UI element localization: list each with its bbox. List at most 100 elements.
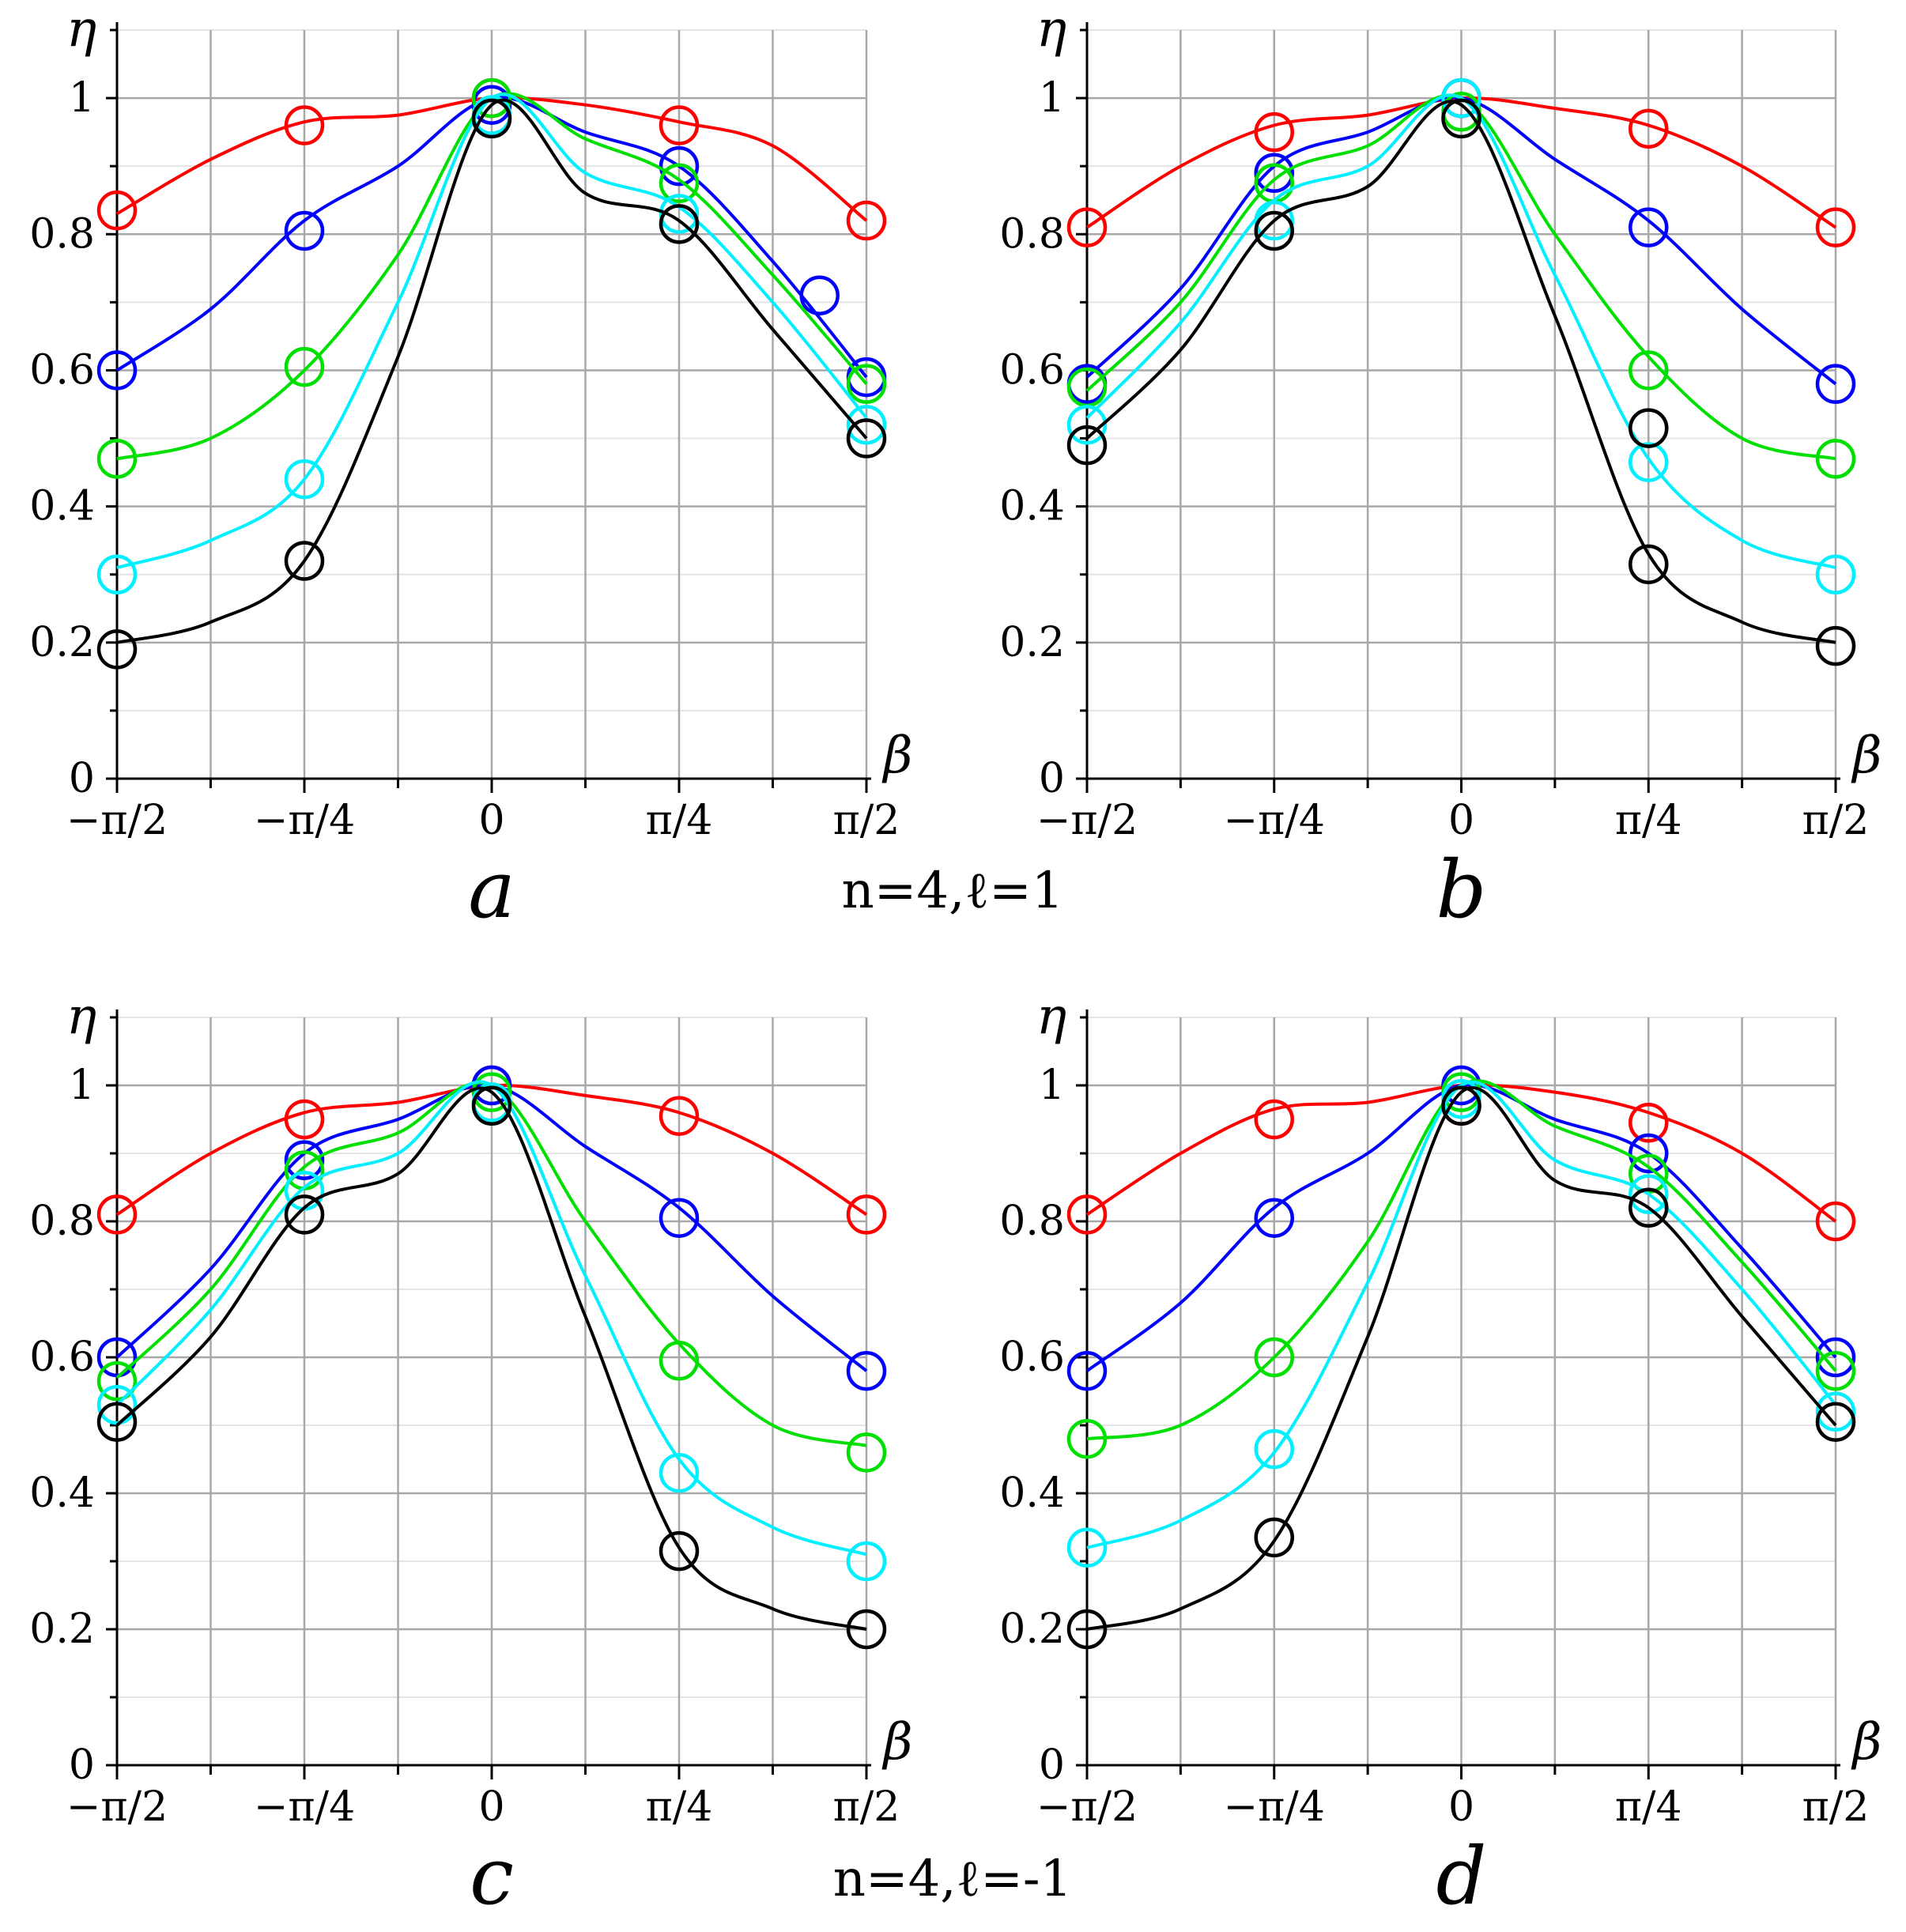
panel-letter: a bbox=[468, 843, 515, 936]
data-point-red bbox=[96, 190, 138, 231]
data-point-blue bbox=[659, 1198, 700, 1238]
data-point-cyan bbox=[1254, 200, 1294, 241]
y-tick-label: 0.6 bbox=[999, 346, 1065, 394]
x-tick-label: 0 bbox=[1448, 797, 1474, 844]
data-point-green bbox=[1629, 1153, 1669, 1194]
y-axis-label: η bbox=[1036, 0, 1066, 58]
data-point-black bbox=[1815, 625, 1856, 666]
data-point-red bbox=[1815, 1201, 1856, 1242]
data-point-red bbox=[96, 1194, 138, 1235]
data-point-red bbox=[1815, 207, 1856, 247]
data-point-green bbox=[846, 364, 887, 404]
x-tick-label: 0 bbox=[478, 1783, 504, 1831]
data-point-black bbox=[1254, 1517, 1294, 1558]
data-point-green bbox=[1254, 1337, 1294, 1378]
panel-d: 0 0.2 0.4 0.6 0.8 1 −π/2 −π/4 0 π/4 π/2 η β d bbox=[999, 987, 1881, 1923]
data-point-black bbox=[96, 629, 138, 670]
data-point-green bbox=[659, 163, 700, 203]
data-point-red bbox=[1629, 1103, 1669, 1143]
y-tick-label: 0.4 bbox=[29, 1470, 95, 1517]
data-point-red bbox=[1254, 1099, 1294, 1140]
y-tick-label: 0.8 bbox=[999, 210, 1065, 258]
data-point-cyan bbox=[96, 554, 138, 594]
x-tick-label: 0 bbox=[478, 797, 504, 844]
data-point-green bbox=[1815, 1350, 1856, 1391]
data-point-blue bbox=[1629, 1133, 1669, 1174]
data-point-blue bbox=[96, 1337, 138, 1378]
data-point-black bbox=[284, 1194, 325, 1235]
data-point-cyan bbox=[659, 1452, 700, 1493]
data-point-blue bbox=[1254, 1198, 1294, 1238]
data-point-black bbox=[1629, 544, 1669, 585]
x-tick-label: −π/4 bbox=[1224, 797, 1325, 844]
data-point-green bbox=[471, 1072, 512, 1112]
data-point-cyan bbox=[846, 405, 887, 445]
data-point-blue bbox=[659, 145, 700, 187]
data-point-red bbox=[659, 105, 700, 145]
x-tick-label: π/4 bbox=[646, 797, 713, 844]
x-tick-label: π/4 bbox=[1615, 1783, 1682, 1831]
x-axis-label: β bbox=[1851, 1713, 1882, 1772]
x-tick-label: −π/2 bbox=[1036, 797, 1138, 844]
y-tick-label: 0.4 bbox=[999, 1470, 1065, 1517]
x-tick-label: −π/2 bbox=[66, 797, 168, 844]
y-tick-label: 1 bbox=[1039, 1062, 1065, 1109]
x-tick-label: −π/4 bbox=[1224, 1783, 1325, 1831]
data-point-green bbox=[471, 77, 512, 119]
x-tick-label: 0 bbox=[1448, 1783, 1474, 1831]
data-point-red bbox=[846, 200, 887, 241]
y-axis-label: η bbox=[66, 0, 96, 58]
y-tick-label: 0 bbox=[1039, 755, 1065, 802]
x-tick-label: −π/4 bbox=[254, 1783, 355, 1831]
data-point-cyan bbox=[1629, 1174, 1669, 1214]
data-point-black bbox=[471, 98, 512, 139]
data-point-cyan bbox=[284, 458, 325, 500]
data-point-blue bbox=[96, 350, 138, 391]
y-tick-label: 0.6 bbox=[999, 1334, 1065, 1381]
data-point-cyan bbox=[1815, 1391, 1856, 1432]
y-tick-label: 1 bbox=[69, 74, 95, 122]
data-point-cyan bbox=[846, 1541, 887, 1582]
y-tick-label: 1 bbox=[69, 1062, 95, 1109]
y-tick-label: 0.4 bbox=[999, 483, 1065, 530]
data-point-blue bbox=[1254, 153, 1294, 194]
data-point-black bbox=[284, 541, 325, 581]
data-point-green bbox=[659, 1341, 700, 1381]
data-point-red bbox=[284, 1099, 325, 1140]
data-point-green bbox=[1815, 439, 1856, 479]
series-line-black bbox=[116, 98, 868, 644]
data-point-black bbox=[1629, 1187, 1669, 1228]
panel-b: 0 0.2 0.4 0.6 0.8 1 −π/2 −π/4 0 π/4 π/2 η β b bbox=[999, 0, 1881, 936]
data-point-green bbox=[846, 1432, 887, 1473]
data-point-red bbox=[846, 1194, 887, 1235]
y-tick-label: 0.8 bbox=[29, 1198, 95, 1245]
y-tick-label: 0.4 bbox=[29, 483, 95, 530]
x-tick-label: π/2 bbox=[833, 797, 900, 844]
y-axis-label: η bbox=[66, 987, 96, 1046]
y-tick-label: 0.8 bbox=[999, 1198, 1065, 1245]
panel-letter: b bbox=[1436, 843, 1486, 936]
data-point-cyan bbox=[1629, 442, 1669, 482]
panel-a: 0 0.2 0.4 0.6 0.8 1 −π/2 −π/4 0 π/4 π/2 η β a bbox=[29, 0, 912, 936]
x-tick-label: π/4 bbox=[1615, 797, 1682, 844]
series-line-black bbox=[1085, 100, 1836, 644]
data-point-blue bbox=[1629, 207, 1669, 247]
data-point-black bbox=[1254, 210, 1294, 251]
y-tick-label: 0 bbox=[1039, 1741, 1065, 1789]
series-black bbox=[96, 1085, 887, 1650]
series-line-black bbox=[115, 1086, 867, 1631]
y-tick-label: 0.2 bbox=[29, 619, 95, 666]
data-point-black bbox=[846, 418, 887, 458]
data-point-red bbox=[659, 1096, 700, 1136]
data-point-green bbox=[284, 346, 325, 387]
data-point-cyan bbox=[96, 1384, 138, 1425]
x-axis-label: β bbox=[882, 726, 913, 785]
data-point-green bbox=[1066, 1418, 1108, 1459]
data-point-black bbox=[1066, 425, 1108, 466]
data-point-cyan bbox=[659, 194, 700, 234]
data-point-black bbox=[1815, 1402, 1856, 1442]
data-point-green bbox=[96, 439, 138, 479]
series-black bbox=[1066, 1085, 1856, 1650]
data-point-red bbox=[1629, 108, 1669, 149]
